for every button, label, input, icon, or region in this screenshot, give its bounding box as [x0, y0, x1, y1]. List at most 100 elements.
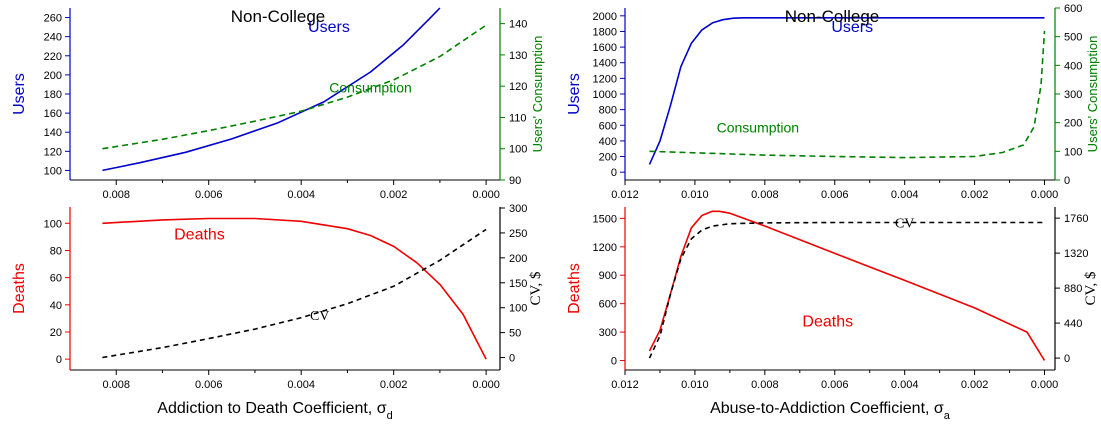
- x-tick-label: 0.008: [102, 189, 130, 201]
- chart-title: Non-College: [231, 7, 326, 26]
- right-tick-label: 120: [509, 81, 527, 93]
- right-tick-label: 880: [1064, 283, 1082, 295]
- left-tick-label: 600: [599, 299, 617, 311]
- right-tick-label: 110: [509, 112, 527, 124]
- left-tick-label: 60: [50, 273, 62, 285]
- left-tick-label: 200: [44, 70, 62, 82]
- right-tick-label: 130: [509, 50, 527, 62]
- x-axis-label: Addiction to Death Coefficient, σd: [157, 400, 392, 422]
- left-tick-label: 40: [50, 300, 62, 312]
- left-tick-label: 1600: [593, 42, 617, 54]
- left-axis-label: Deaths: [11, 263, 28, 314]
- annotation-users: Users: [831, 19, 873, 36]
- right-tick-label: 300: [1064, 89, 1082, 101]
- x-tick-label: 0.012: [611, 189, 639, 201]
- x-axis-label-subscript: a: [944, 410, 951, 422]
- panel-right-bottom: 0.012 0.010 0.008 0.006 0.004 0.002 0.000 0 300 6…: [566, 207, 1099, 422]
- annotation-deaths: Deaths: [174, 227, 225, 244]
- left-tick-label: 20: [50, 327, 62, 339]
- left-tick-label: 180: [44, 89, 62, 101]
- left-tick-label: 260: [44, 13, 62, 25]
- left-tick-label: 0: [611, 167, 617, 179]
- x-tick-label: 0.008: [751, 379, 779, 391]
- left-tick-label: 100: [44, 165, 62, 177]
- chart-title: Non-College: [785, 7, 880, 26]
- series-line-deaths: [102, 217, 487, 360]
- annotation-cv: CV: [310, 309, 329, 324]
- left-tick-label: 1500: [593, 213, 617, 225]
- right-axis-label: Users' Consumption: [530, 36, 545, 153]
- left-tick-label: 160: [44, 108, 62, 120]
- x-tick-label: 0.000: [1031, 379, 1059, 391]
- right-axis-label: CV, $: [1083, 271, 1099, 305]
- annotation-deaths: Deaths: [802, 313, 853, 330]
- x-tick-label: 0.002: [961, 189, 989, 201]
- left-tick-label: 0: [611, 356, 617, 368]
- left-tick-label: 80: [50, 245, 62, 257]
- right-tick-label: 400: [1064, 60, 1082, 72]
- left-tick-label: 200: [599, 152, 617, 164]
- right-tick-label: 1320: [1064, 248, 1088, 260]
- x-tick-label: 0.004: [891, 189, 919, 201]
- x-tick-label: 0.008: [102, 379, 130, 391]
- left-tick-label: 100: [44, 218, 62, 230]
- x-tick-label: 0.002: [380, 189, 408, 201]
- left-tick-label: 900: [599, 270, 617, 282]
- left-tick-label: 240: [44, 32, 62, 44]
- right-tick-label: 150: [509, 278, 527, 290]
- series-line-deaths: [648, 210, 1046, 361]
- left-tick-label: 1200: [593, 242, 617, 254]
- x-tick-label: 0.012: [611, 379, 639, 391]
- right-tick-label: 50: [509, 328, 521, 340]
- series-line-consumption: [102, 24, 487, 150]
- panel-left-bottom: 0.008 0.006 0.004 0.002 0.000 0 20 40 60 80 100 Dea…: [11, 203, 544, 422]
- right-tick-label: 140: [509, 19, 527, 31]
- x-tick-label: 0.004: [287, 189, 315, 201]
- annotation-consumption: Consumption: [717, 120, 800, 136]
- left-tick-label: 1000: [593, 89, 617, 101]
- right-tick-label: 440: [1064, 318, 1082, 330]
- left-tick-label: 600: [599, 120, 617, 132]
- left-tick-label: 300: [599, 327, 617, 339]
- x-axis-label: Abuse-to-Addiction Coefficient, σa: [710, 400, 951, 422]
- right-tick-label: 500: [1064, 32, 1082, 44]
- x-tick-label: 0.004: [287, 379, 315, 391]
- right-tick-label: 100: [509, 144, 527, 156]
- right-axis-label: CV, $: [528, 271, 544, 305]
- left-tick-label: 1200: [593, 73, 617, 85]
- right-tick-label: 90: [509, 175, 521, 187]
- x-tick-label: 0.006: [821, 189, 849, 201]
- left-tick-label: 140: [44, 127, 62, 139]
- x-axis-label-subscript: d: [387, 410, 393, 422]
- x-tick-label: 0.002: [380, 379, 408, 391]
- x-tick-label: 0.000: [472, 189, 500, 201]
- x-tick-label: 0.002: [961, 379, 989, 391]
- right-tick-label: 300: [509, 203, 527, 215]
- x-tick-label: 0.010: [681, 379, 709, 391]
- annotation-consumption: Consumption: [329, 79, 412, 95]
- x-tick-label: 0.008: [751, 189, 779, 201]
- panel-right-top: 0.012 0.010 0.008 0.006 0.004 0.002 0.000 0 200 4…: [566, 3, 1100, 201]
- x-tick-label: 0.000: [1031, 189, 1059, 201]
- series-line-cv: [102, 228, 487, 359]
- series-line-users: [102, 7, 441, 172]
- right-tick-label: 600: [1064, 3, 1082, 15]
- series-line-consumption: [649, 30, 1046, 159]
- right-tick-label: 0: [1064, 175, 1070, 187]
- left-tick-label: 220: [44, 51, 62, 63]
- left-tick-label: 2000: [593, 11, 617, 23]
- right-tick-label: 200: [509, 253, 527, 265]
- x-tick-label: 0.000: [472, 379, 500, 391]
- left-axis-label: Users: [566, 73, 583, 115]
- left-tick-label: 800: [599, 105, 617, 117]
- left-axis-label: Users: [11, 73, 28, 115]
- panel-left-top: 0.008 0.006 0.004 0.002 0.000 100 120 140 160 180…: [11, 7, 545, 201]
- right-tick-label: 1760: [1064, 213, 1088, 225]
- right-tick-label: 100: [1064, 146, 1082, 158]
- annotation-cv: CV: [895, 217, 914, 232]
- left-tick-label: 120: [44, 146, 62, 158]
- right-tick-label: 100: [509, 303, 527, 315]
- right-tick-label: 250: [509, 228, 527, 240]
- series-line-users: [648, 16, 1045, 165]
